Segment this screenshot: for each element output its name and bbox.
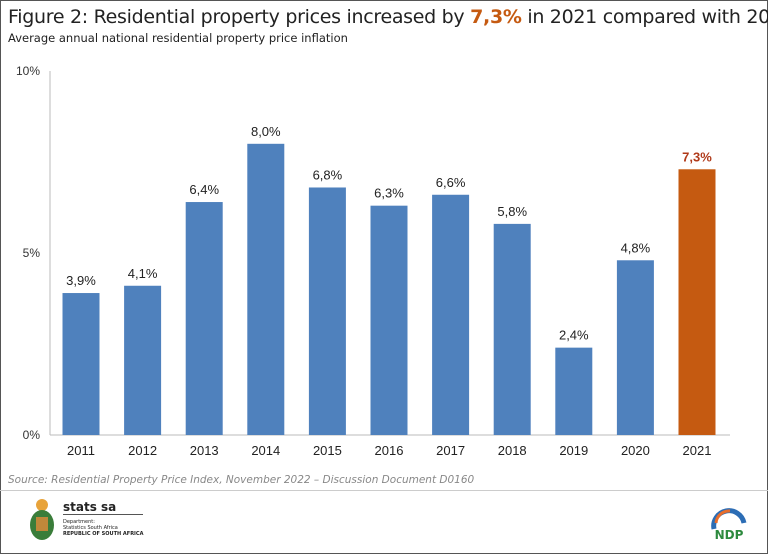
x-tick-label: 2017: [436, 443, 465, 458]
bar: [678, 169, 716, 435]
y-tick-label: 10%: [16, 64, 40, 78]
data-label: 4,1%: [128, 266, 158, 281]
x-tick-label: 2015: [313, 443, 342, 458]
x-tick-label: 2020: [621, 443, 650, 458]
bar: [432, 194, 470, 435]
x-tick-label: 2012: [128, 443, 157, 458]
source-note: Source: Residential Property Price Index…: [8, 474, 475, 486]
x-tick-label: 2016: [375, 443, 404, 458]
data-label: 5,8%: [497, 204, 527, 219]
x-tick-label: 2019: [559, 443, 588, 458]
statssa-logo: stats sa Department: Statistics South Af…: [25, 497, 145, 547]
data-label: 8,0%: [251, 124, 281, 139]
y-tick-label: 0%: [23, 428, 41, 442]
data-label: 6,4%: [189, 182, 219, 197]
divider: [0, 490, 768, 491]
bar: [308, 187, 346, 435]
bar: [370, 205, 408, 435]
data-label: 6,6%: [436, 175, 466, 190]
x-tick-label: 2014: [251, 443, 280, 458]
data-label: 2,4%: [559, 328, 589, 343]
x-tick-label: 2011: [67, 443, 95, 458]
bar: [493, 223, 531, 435]
x-tick-label: 2013: [190, 443, 219, 458]
bar: [62, 293, 100, 435]
bar: [185, 202, 223, 435]
chart-subtitle: Average annual national residential prop…: [8, 31, 348, 45]
bar-chart: 0% 5% 10% 3,9% 2011 4,1% 2012 6,4% 2013 8,0% 2014 6…: [16, 64, 730, 458]
bar: [124, 285, 162, 435]
data-label: 6,8%: [313, 167, 343, 182]
bar: [555, 347, 593, 435]
coat-of-arms-icon: [30, 499, 54, 540]
y-tick-label: 5%: [23, 246, 41, 260]
data-label: 3,9%: [66, 273, 96, 288]
ndp-logo: NDP: [711, 508, 747, 542]
chart-title: Figure 2: Residential property prices in…: [8, 6, 768, 28]
data-label: 7,3%: [682, 149, 712, 164]
svg-text:NDP: NDP: [715, 528, 744, 542]
x-tick-label: 2018: [498, 443, 527, 458]
data-label: 4,8%: [621, 240, 651, 255]
data-label: 6,3%: [374, 186, 404, 201]
bar: [616, 260, 654, 435]
x-tick-label: 2021: [683, 443, 712, 458]
bar: [247, 143, 285, 436]
